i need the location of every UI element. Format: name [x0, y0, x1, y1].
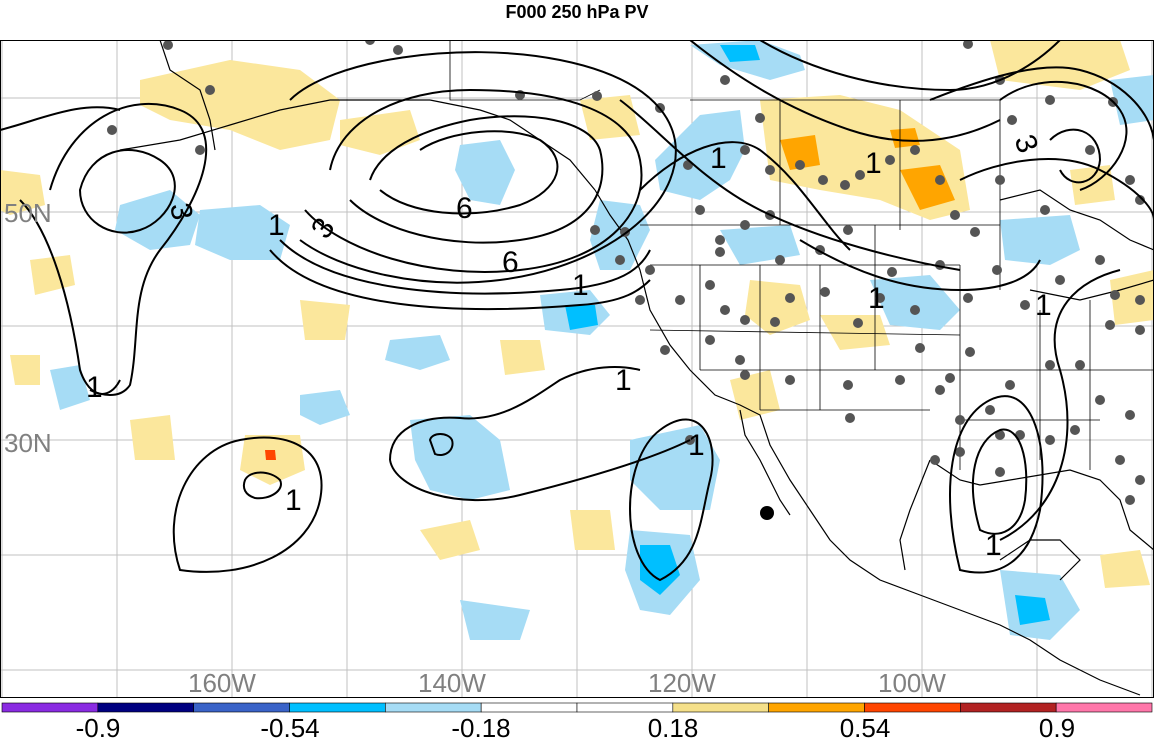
max-positive-pv-shading	[265, 450, 276, 460]
contour-label: 1	[1035, 289, 1052, 322]
axis-labels: 50N 30N 160W 140W 120W 100W	[4, 198, 946, 698]
contour-label: 1	[268, 209, 285, 242]
colorbar-tick-label: 0.54	[840, 713, 891, 739]
lon-label-100w: 100W	[878, 668, 946, 698]
colorbar-tick-label: -0.18	[451, 713, 510, 739]
contour-label: 1	[688, 429, 705, 462]
colorbar-swatch	[97, 702, 194, 713]
pv-map: 1 3 6 6 1 1 1 1 1 1 1 1 3 3 1 1 50N 30N …	[0, 40, 1154, 698]
colorbar-swatch	[1055, 702, 1153, 713]
colorbar: -0.9 -0.54 -0.18 0.18 0.54 0.9	[1, 702, 1153, 739]
contour-label-group: 1 3 6 6 1 1 1 1 1 1 1 1 3 3 1 1	[86, 130, 1052, 562]
colorbar-swatch	[289, 702, 386, 713]
colorbar-swatch	[960, 702, 1057, 713]
contour-label: 6	[502, 246, 519, 279]
colorbar-swatch	[385, 702, 482, 713]
colorbar-swatch	[672, 702, 769, 713]
map-title: F000 250 hPa PV	[505, 2, 649, 22]
colorbar-swatch	[480, 702, 578, 713]
colorbar-tick-label: 0.9	[1039, 713, 1075, 739]
colorbar-swatch	[576, 702, 674, 713]
contour-label: 6	[456, 192, 473, 225]
coastlines	[119, 40, 1154, 696]
colorbar-tick-label: -0.9	[76, 713, 121, 739]
lat-label-50n: 50N	[4, 198, 52, 228]
contour-label: 1	[868, 282, 885, 315]
lon-label-140w: 140W	[418, 668, 486, 698]
contour-label: 1	[865, 147, 882, 180]
state-boundaries	[449, 40, 1154, 470]
contour-label: 1	[985, 529, 1002, 562]
lat-label-30n: 30N	[4, 428, 52, 458]
contour-label: 1	[615, 364, 632, 397]
lon-label-120w: 120W	[648, 668, 716, 698]
colorbar-ticks: -0.9 -0.54 -0.18 0.18 0.54 0.9	[76, 713, 1075, 739]
lon-label-160w: 160W	[188, 668, 256, 698]
contour-label: 3	[163, 200, 198, 222]
colorbar-swatch	[864, 702, 961, 713]
contour-label: 1	[710, 142, 727, 175]
colorbar-tick-label: 0.18	[648, 713, 699, 739]
colorbar-swatch	[193, 702, 290, 713]
pv-contours	[0, 40, 1154, 582]
colorbar-swatches	[1, 702, 1153, 713]
contour-label: 1	[285, 484, 302, 517]
colorbar-swatch	[1, 702, 99, 713]
contour-label: 1	[572, 269, 589, 302]
positive-pv-shading	[0, 40, 1154, 588]
marker-dot	[760, 506, 774, 520]
strong-negative-pv-shading	[565, 45, 1050, 625]
contour-label: 1	[86, 371, 103, 404]
colorbar-tick-label: -0.54	[260, 713, 319, 739]
colorbar-swatch	[768, 702, 865, 713]
